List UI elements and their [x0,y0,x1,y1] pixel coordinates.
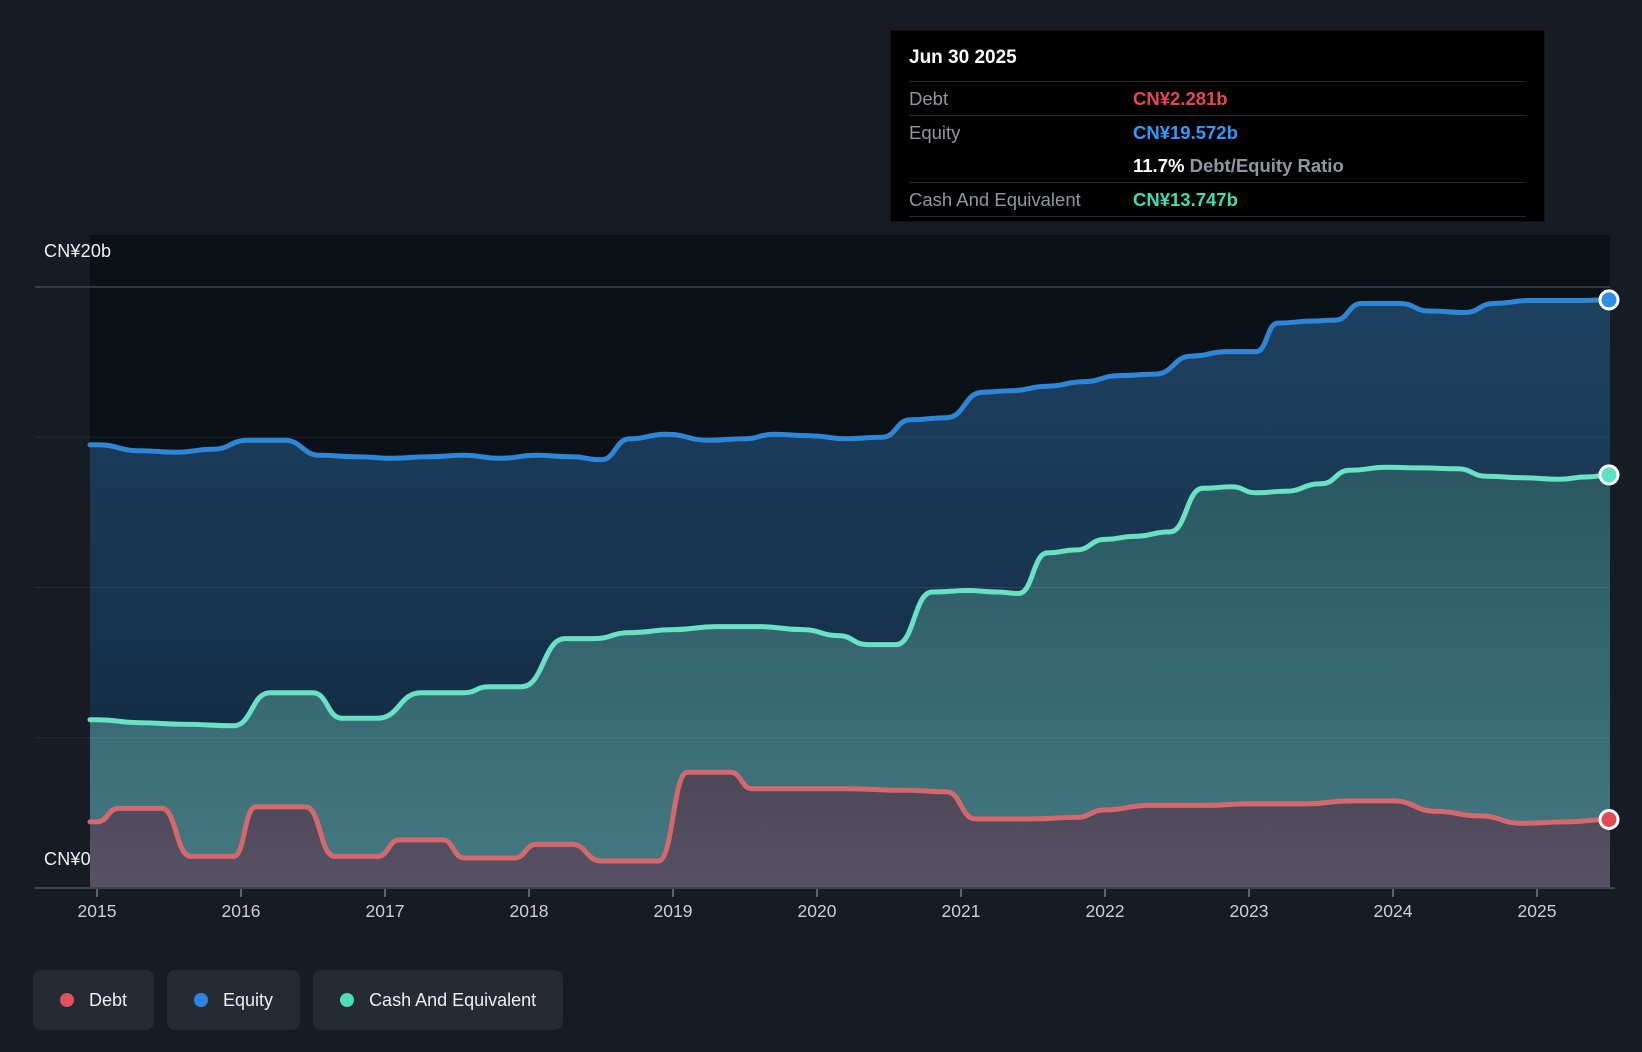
x-axis-label-2024: 2024 [1373,901,1413,921]
x-axis-label-2021: 2021 [941,901,981,921]
debt-line [87,769,1613,864]
cash-and-equivalent-end-marker [1598,464,1620,486]
debt-legend-dot-icon [60,993,74,1007]
legend-debt-label: Debt [89,989,128,1010]
x-axis-label-2018: 2018 [509,901,549,921]
tooltip-row-debt: Debt CN¥2.281b [909,82,1526,116]
legend-item-debt[interactable]: Debt [33,970,155,1030]
cash-and-equivalent-area [90,467,1610,888]
tooltip-ratio-value: 11.7% [1133,154,1185,176]
x-axis-label-2019: 2019 [653,901,693,921]
equity-line [87,297,1613,463]
legend-equity-label: Equity [223,989,274,1010]
cash-legend-dot-icon [340,993,355,1007]
equity-legend-dot-icon [194,993,209,1007]
x-axis-label-2025: 2025 [1517,901,1557,921]
chart-legend: Debt Equity Cash And Equivalent [33,970,564,1030]
tooltip-cash-value: CN¥13.747b [1133,188,1238,210]
equity-end-marker [1598,289,1620,311]
x-axis-label-2023: 2023 [1229,901,1269,921]
tooltip-debt-value: CN¥2.281b [1133,87,1228,109]
legend-item-cash[interactable]: Cash And Equivalent [313,970,564,1030]
x-axis-label-2020: 2020 [797,901,837,921]
legend-cash-label: Cash And Equivalent [369,989,537,1010]
cash-and-equivalent-line [87,464,1613,729]
x-axis-label-2017: 2017 [365,901,405,921]
chart-tooltip: Jun 30 2025 Debt CN¥2.281b Equity CN¥19.… [890,30,1545,222]
tooltip-row-cash: Cash And Equivalent CN¥13.747b [909,183,1526,217]
y-axis-top-label: CN¥20b [44,241,112,261]
x-axis-label-2022: 2022 [1085,901,1125,921]
tooltip-equity-value: CN¥19.572b [1133,121,1238,143]
tooltip-debt-label: Debt [909,87,949,109]
x-axis-label-2016: 2016 [221,901,261,921]
x-axis-label-2015: 2015 [77,901,117,921]
tooltip-date: Jun 30 2025 [909,37,1526,82]
debt-end-marker [1598,809,1620,830]
tooltip-ratio-caption: Debt/Equity Ratio [1184,154,1344,176]
tooltip-equity-label: Equity [909,121,961,143]
tooltip-row-ratio: 11.7% Debt/Equity Ratio [909,149,1526,183]
legend-item-equity[interactable]: Equity [167,970,301,1030]
y-axis-zero-label: CN¥0 [44,849,91,869]
tooltip-row-equity: Equity CN¥19.572b [909,116,1526,149]
tooltip-cash-label: Cash And Equivalent [909,188,1081,210]
